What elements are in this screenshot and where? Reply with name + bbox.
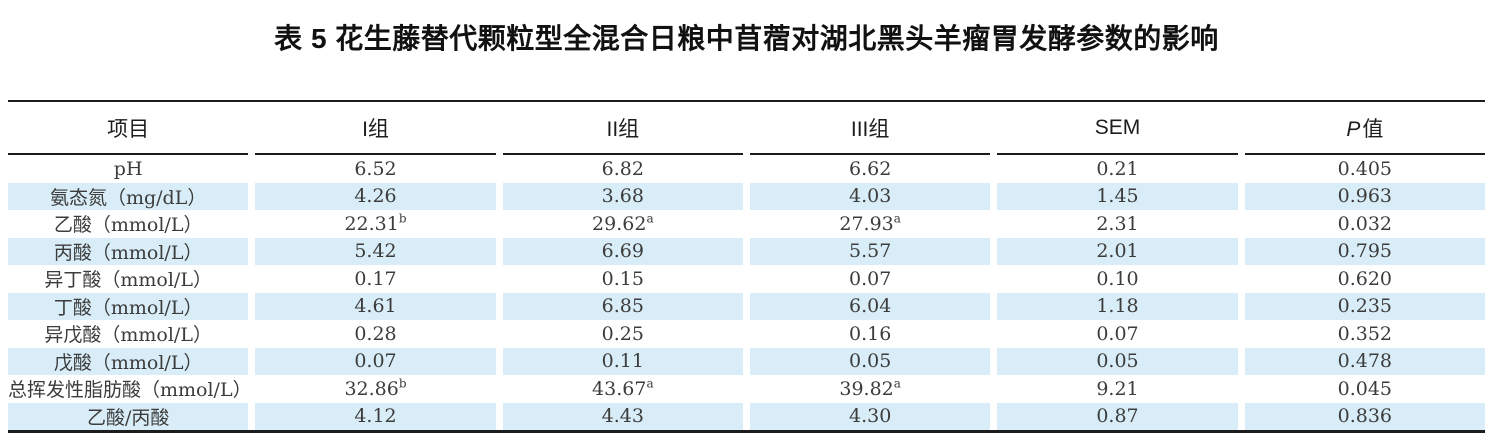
cell-value: 0.478 xyxy=(1244,347,1485,375)
table-row: 异戊酸（mmol/L） 0.28 0.25 0.16 0.07 0.352 xyxy=(8,320,1485,348)
cell-value: 0.032 xyxy=(1337,212,1393,235)
row-item-label: 乙酸（mmol/L） xyxy=(53,214,203,237)
cell-value: 4.03 xyxy=(749,182,991,210)
row-item-label: pH xyxy=(113,157,143,180)
cell-value: 0.10 xyxy=(1096,267,1139,290)
cell-value: 0.25 xyxy=(601,322,644,345)
cell-value: 0.795 xyxy=(1244,237,1485,265)
row-item-label: 丙酸（mmol/L） xyxy=(8,237,249,265)
cell-value: 1.45 xyxy=(997,182,1238,210)
cell-value: 1.18 xyxy=(997,292,1238,320)
cell-value: 27.93a xyxy=(839,211,901,235)
cell-value: 6.04 xyxy=(749,292,991,320)
significance-superscript: b xyxy=(398,376,407,391)
cell-value: 0.16 xyxy=(848,322,892,345)
row-item-label: 总挥发性脂肪酸（mmol/L） xyxy=(8,379,252,402)
cell-value: 9.21 xyxy=(1096,377,1139,400)
table-row: 丙酸（mmol/L） 5.42 6.69 5.57 2.01 0.795 xyxy=(8,237,1485,265)
column-header-5: P值 xyxy=(1244,102,1485,155)
significance-superscript: a xyxy=(646,211,654,226)
column-header-4: SEM xyxy=(997,102,1238,155)
table-row: 乙酸（mmol/L） 22.31b 29.62a 27.93a 2.31 0.032 xyxy=(8,210,1485,238)
table-row: 乙酸/丙酸 4.12 4.43 4.30 0.87 0.836 xyxy=(8,402,1485,430)
table-row: 异丁酸（mmol/L） 0.17 0.15 0.07 0.10 0.620 xyxy=(8,265,1485,293)
cell-value: 5.57 xyxy=(749,237,991,265)
cell-value: 0.963 xyxy=(1244,182,1485,210)
cell-value: 2.01 xyxy=(997,237,1238,265)
cell-value: 0.28 xyxy=(354,322,397,345)
cell-value: 5.42 xyxy=(255,237,496,265)
cell-value: 6.62 xyxy=(848,157,892,180)
fermentation-parameters-table: 项目 I组 II组 III组 SEM P值 pH 6.52 6.82 6.62 0.21 0.405… xyxy=(1,102,1492,430)
cell-value: 4.26 xyxy=(255,182,496,210)
cell-value: 32.86b xyxy=(344,376,407,400)
cell-value: 0.836 xyxy=(1244,402,1485,430)
significance-superscript: a xyxy=(893,211,901,226)
cell-value: 4.43 xyxy=(502,402,743,430)
cell-value: 0.352 xyxy=(1337,322,1393,345)
cell-value: 0.07 xyxy=(848,267,892,290)
cell-value: 0.87 xyxy=(997,402,1238,430)
table-row: 丁酸（mmol/L） 4.61 6.85 6.04 1.18 0.235 xyxy=(8,292,1485,320)
cell-value: 6.85 xyxy=(502,292,743,320)
column-header-1: I组 xyxy=(255,102,496,155)
row-item-label: 丁酸（mmol/L） xyxy=(8,292,249,320)
row-item-label: 异戊酸（mmol/L） xyxy=(44,324,212,347)
cell-value: 0.05 xyxy=(997,347,1238,375)
row-item-label: 异丁酸（mmol/L） xyxy=(44,269,212,292)
cell-value: 0.11 xyxy=(502,347,743,375)
cell-value: 29.62a xyxy=(592,211,654,235)
table-row: pH 6.52 6.82 6.62 0.21 0.405 xyxy=(8,155,1485,183)
cell-value: 22.31b xyxy=(344,211,407,235)
cell-value: 3.68 xyxy=(502,182,743,210)
column-header-2: II组 xyxy=(502,102,743,155)
column-header-3: III组 xyxy=(749,102,991,155)
cell-value: 4.61 xyxy=(255,292,496,320)
cell-value: 4.12 xyxy=(255,402,496,430)
significance-superscript: a xyxy=(893,376,901,391)
cell-value: 0.07 xyxy=(1096,322,1139,345)
cell-value: 0.05 xyxy=(749,347,991,375)
cell-value: 0.235 xyxy=(1244,292,1485,320)
significance-superscript: b xyxy=(398,211,407,226)
table-title: 表 5 花生藤替代颗粒型全混合日粮中苜蓿对湖北黑头羊瘤胃发酵参数的影响 xyxy=(274,23,1219,54)
cell-value: 4.30 xyxy=(749,402,991,430)
cell-value: 0.620 xyxy=(1337,267,1393,290)
cell-value: 0.17 xyxy=(354,267,397,290)
cell-value: 0.15 xyxy=(601,267,644,290)
cell-value: 0.045 xyxy=(1337,377,1393,400)
significance-superscript: a xyxy=(646,376,654,391)
cell-value: 0.405 xyxy=(1337,157,1393,180)
table-body: pH 6.52 6.82 6.62 0.21 0.405 氨态氮（mg/dL） 4.26 3.6… xyxy=(8,155,1485,430)
table-row: 戊酸（mmol/L） 0.07 0.11 0.05 0.05 0.478 xyxy=(8,347,1485,375)
cell-value: 6.52 xyxy=(354,157,397,180)
cell-value: 0.07 xyxy=(255,347,496,375)
table-header-row: 项目 I组 II组 III组 SEM P值 xyxy=(8,102,1485,155)
table-container: 项目 I组 II组 III组 SEM P值 pH 6.52 6.82 6.62 0.21 0.405… xyxy=(8,100,1485,433)
cell-value: 6.69 xyxy=(502,237,743,265)
table-row: 氨态氮（mg/dL） 4.26 3.68 4.03 1.45 0.963 xyxy=(8,182,1485,210)
column-header-0: 项目 xyxy=(8,102,249,155)
table-row: 总挥发性脂肪酸（mmol/L） 32.86b 43.67a 39.82a 9.21 0.0… xyxy=(8,375,1485,403)
cell-value: 2.31 xyxy=(1096,212,1139,235)
cell-value: 43.67a xyxy=(592,376,654,400)
row-item-label: 戊酸（mmol/L） xyxy=(8,347,249,375)
cell-value: 6.82 xyxy=(601,157,644,180)
row-item-label: 乙酸/丙酸 xyxy=(8,402,249,430)
row-item-label: 氨态氮（mg/dL） xyxy=(8,182,249,210)
cell-value: 0.21 xyxy=(1096,157,1139,180)
cell-value: 39.82a xyxy=(839,376,901,400)
